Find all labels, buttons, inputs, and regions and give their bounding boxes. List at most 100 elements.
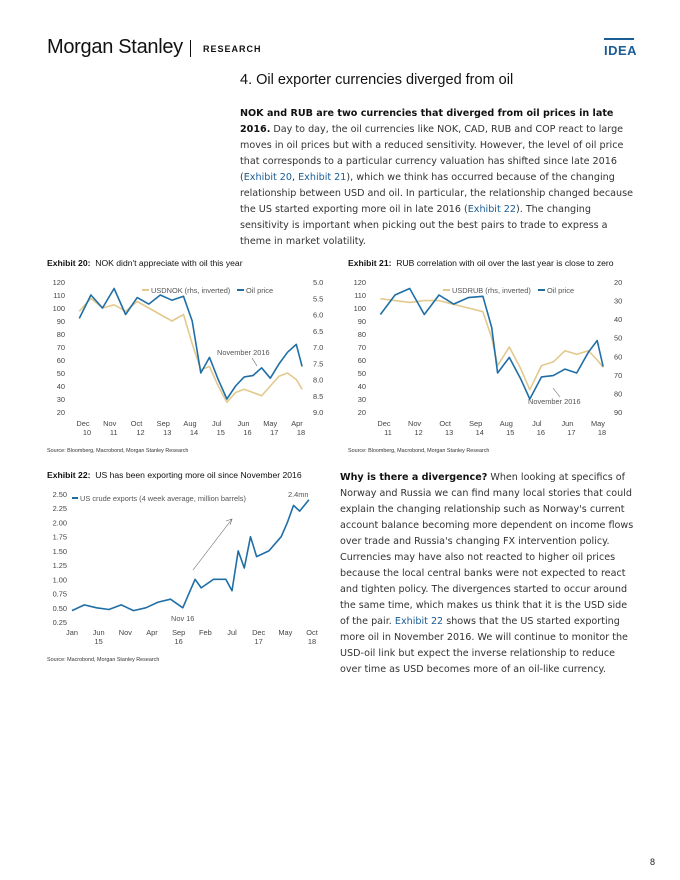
left-tick-label: 120 xyxy=(354,278,366,287)
y-tick-label: 0.50 xyxy=(53,604,67,613)
intro-bold: NOK and RUB are two currencies that dive… xyxy=(240,108,614,135)
right-tick-label: 40 xyxy=(614,315,622,324)
link-exhibit-21[interactable]: Exhibit 21 xyxy=(298,172,347,183)
right-tick-label: 80 xyxy=(614,389,622,398)
header-divider xyxy=(190,40,191,57)
x-month-label: Oct xyxy=(131,419,143,428)
x-year-label: 17 xyxy=(255,637,263,646)
exhibit-22-label: Exhibit 22: xyxy=(47,470,91,480)
left-tick-label: 60 xyxy=(57,356,65,365)
page-number: 8 xyxy=(650,857,656,867)
link-exhibit-20[interactable]: Exhibit 20 xyxy=(243,172,293,183)
left-tick-label: 80 xyxy=(57,330,65,339)
x-month-label: Jun xyxy=(238,419,250,428)
left-tick-label: 30 xyxy=(358,395,366,404)
x-month-label: Dec xyxy=(377,419,390,428)
left-tick-label: 110 xyxy=(354,291,366,300)
legend-label-oil: Oil price xyxy=(547,286,574,295)
section-heading: 4. Oil exporter currencies diverged from… xyxy=(240,72,514,88)
y-tick-label: 0.75 xyxy=(53,590,67,599)
x-year-label: 10 xyxy=(83,428,91,437)
section-label: RESEARCH xyxy=(203,44,262,54)
right-tick-label: 50 xyxy=(614,334,622,343)
left-tick-label: 30 xyxy=(57,395,65,404)
annotation-label: Nov 16 xyxy=(171,614,194,623)
x-year-label: 13 xyxy=(163,428,171,437)
x-month-label: May xyxy=(591,419,605,428)
intro-text-2: , xyxy=(292,172,299,183)
right-tick-label: 70 xyxy=(614,371,622,380)
x-year-label: 12 xyxy=(136,428,144,437)
y-tick-label: 1.75 xyxy=(53,533,67,542)
x-year-label: 11 xyxy=(110,428,118,437)
x-month-label: Jun xyxy=(93,628,105,637)
x-year-label: 18 xyxy=(598,428,606,437)
left-tick-label: 100 xyxy=(53,304,65,313)
link-exhibit-22[interactable]: Exhibit 22 xyxy=(467,204,516,215)
x-month-label: Aug xyxy=(500,419,513,428)
exhibit-22-caption: US has been exporting more oil since Nov… xyxy=(95,470,302,480)
x-month-label: Oct xyxy=(439,419,451,428)
oil-series-line xyxy=(78,287,303,400)
exhibit-20-label: Exhibit 20: xyxy=(47,258,91,268)
y-tick-label: 1.50 xyxy=(53,547,67,556)
annotation-arrow xyxy=(552,387,561,398)
x-month-label: May xyxy=(278,628,292,637)
x-year-label: 12 xyxy=(414,428,422,437)
y-tick-label: 2.25 xyxy=(53,504,67,513)
left-tick-label: 20 xyxy=(57,408,65,417)
right-tick-label: 8.0 xyxy=(313,376,323,385)
x-month-label: Jul xyxy=(212,419,222,428)
x-month-label: Dec xyxy=(252,628,265,637)
x-month-label: Jul xyxy=(227,628,237,637)
x-year-label: 18 xyxy=(308,637,316,646)
y-tick-label: 2.50 xyxy=(53,490,67,499)
annotation-label: November 2016 xyxy=(528,397,581,406)
legend-label-fx: USDNOK (rhs, inverted) xyxy=(151,286,230,295)
left-tick-label: 20 xyxy=(358,408,366,417)
x-year-label: 16 xyxy=(537,428,545,437)
right-tick-label: 7.0 xyxy=(313,343,323,352)
x-year-label: 11 xyxy=(384,428,392,437)
right-tick-label: 9.0 xyxy=(313,408,323,417)
intro-text-1: Day to day, the oil currencies like NOK,… xyxy=(240,124,624,183)
right-tick-label: 8.5 xyxy=(313,392,323,401)
x-month-label: Sep xyxy=(172,628,185,637)
end-value-label: 2.4mn xyxy=(288,490,309,499)
fx-series-line xyxy=(380,297,604,391)
divergence-bold: Why is there a divergence? xyxy=(340,472,488,483)
idea-tag: IDEA xyxy=(604,43,638,58)
exhibit-20-caption: NOK didn't appreciate with oil this year xyxy=(95,258,243,268)
intro-text-4: ). The changing sensitivity is important… xyxy=(240,204,608,247)
x-month-label: Jan xyxy=(66,628,78,637)
x-month-label: Aug xyxy=(183,419,196,428)
divergence-text-2: shows that the US started exporting more… xyxy=(340,616,628,675)
left-tick-label: 50 xyxy=(57,369,65,378)
exhibit-22-source: Source: Macrobond, Morgan Stanley Resear… xyxy=(47,657,160,663)
right-tick-label: 6.5 xyxy=(313,327,323,336)
left-tick-label: 110 xyxy=(53,291,65,300)
exhibit-20-source: Source: Bloomberg, Macrobond, Morgan Sta… xyxy=(47,448,189,454)
x-year-label: 14 xyxy=(476,428,484,437)
idea-tag-bar xyxy=(604,38,634,40)
oil-series-line xyxy=(379,287,604,400)
legend-label-exports: US crude exports (4 week average, millio… xyxy=(80,494,246,503)
y-tick-label: 1.00 xyxy=(53,575,67,584)
x-year-label: 15 xyxy=(95,637,103,646)
x-year-label: 17 xyxy=(567,428,575,437)
x-year-label: 15 xyxy=(506,428,514,437)
x-month-label: Apr xyxy=(291,419,303,428)
exports-series-line xyxy=(71,499,310,612)
right-tick-label: 90 xyxy=(614,408,622,417)
left-tick-label: 70 xyxy=(358,343,366,352)
x-month-label: Jun xyxy=(561,419,573,428)
right-tick-label: 5.5 xyxy=(313,294,323,303)
left-tick-label: 90 xyxy=(57,317,65,326)
exhibit-20-title: Exhibit 20: NOK didn't appreciate with o… xyxy=(47,258,337,268)
link-exhibit-22-body[interactable]: Exhibit 22 xyxy=(394,616,444,627)
divergence-text-1: When looking at specifics of Norway and … xyxy=(340,472,634,627)
exhibit-21-caption: RUB correlation with oil over the last y… xyxy=(396,258,614,268)
left-tick-label: 120 xyxy=(53,278,65,287)
right-tick-label: 6.0 xyxy=(313,311,323,320)
x-year-label: 14 xyxy=(190,428,198,437)
